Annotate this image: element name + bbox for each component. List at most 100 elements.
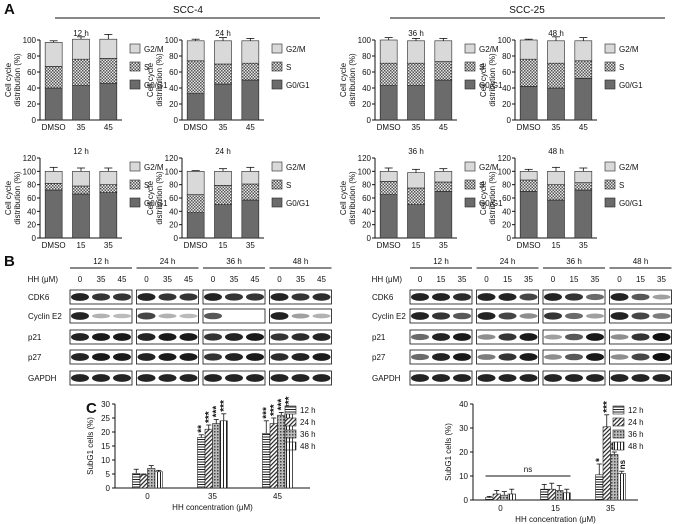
blot-band	[544, 293, 562, 301]
legend-label: S	[144, 63, 149, 72]
y-tick-label: 60	[169, 68, 178, 77]
legend-swatch	[604, 161, 616, 172]
blot-dose-label: 35	[97, 275, 106, 284]
y-axis-label-line: Cell cycle	[339, 180, 348, 215]
subg1-charts: 0 5 10 15 20 25 30 SubG1 cells (%) HH concentrat…	[86, 396, 644, 524]
y-tick-label: 100	[165, 36, 179, 45]
legend-swatch	[284, 441, 297, 451]
panel-label-b: B	[4, 253, 15, 270]
y-tick-label: 40	[362, 84, 371, 93]
y-tick-label: 20	[502, 221, 511, 230]
blot-band	[312, 333, 331, 341]
legend-label: 12 h	[628, 406, 644, 415]
bar-segment-G0G1	[519, 86, 538, 121]
blot-band	[498, 333, 517, 341]
x-tick-label: 45	[439, 123, 448, 132]
blot-band	[291, 353, 310, 361]
y-tick-label: 80	[362, 52, 371, 61]
bar-36h	[212, 423, 221, 489]
bar-48h	[562, 492, 571, 501]
blot-band	[158, 374, 177, 382]
bar-12h	[595, 474, 604, 501]
bar-segment-G2M	[44, 171, 63, 184]
y-axis-label: SubG1 cells (%)	[86, 417, 95, 475]
y-axis-label: Cell cycledistribution (%)	[479, 53, 497, 107]
blot-protein-label: CDK6	[372, 293, 394, 302]
blot-band	[652, 333, 671, 341]
blot-band	[246, 333, 264, 341]
x-tick-label: 15	[552, 241, 561, 250]
legend-swatch	[271, 179, 283, 190]
bar-segment-S	[574, 60, 593, 79]
blot-band	[565, 293, 583, 301]
y-axis-label-line: distribution (%)	[348, 53, 357, 107]
blot-band	[631, 333, 650, 341]
bar-12h	[262, 433, 271, 489]
legend-swatch	[129, 161, 141, 172]
blot-band	[432, 374, 450, 382]
bar-segment-S	[519, 58, 538, 87]
y-tick-label: 0	[174, 234, 179, 243]
blot-band	[477, 354, 496, 360]
chart-title: 48 h	[548, 29, 564, 38]
y-axis-label: Cell cycledistribution (%)	[339, 53, 357, 107]
y-tick-label: 80	[169, 181, 178, 190]
y-tick-label: 0	[32, 116, 37, 125]
y-tick-label: 60	[362, 194, 371, 203]
bar-segment-G2M	[407, 40, 425, 64]
blot-protein-label: p21	[372, 333, 386, 342]
bracket-label: ns	[524, 465, 532, 474]
legend-swatch	[129, 79, 141, 90]
bar-segment-S	[379, 181, 398, 195]
legend-swatch	[464, 61, 476, 72]
legend-swatch	[604, 43, 616, 54]
legend-label: G2/M	[286, 163, 306, 172]
y-axis-label-line: Cell cycle	[479, 180, 488, 215]
blot-band	[137, 293, 156, 301]
bar-segment-G0G1	[186, 212, 205, 239]
blot-band	[137, 374, 156, 382]
bar-segment-S	[214, 63, 232, 85]
bar-segment-G2M	[379, 39, 398, 64]
blot-band	[179, 293, 198, 301]
y-tick-label: 20	[101, 428, 110, 437]
blot-band	[71, 353, 89, 361]
blot-time-label: 48 h	[293, 257, 309, 266]
y-tick-label: 120	[165, 154, 179, 163]
y-axis-label-line: distribution (%)	[13, 171, 22, 225]
blot-band	[453, 333, 471, 341]
blot-time-label: 48 h	[633, 257, 649, 266]
panel-label-a: A	[4, 1, 15, 18]
x-tick-label: 35	[412, 123, 421, 132]
chart-title: 36 h	[408, 29, 424, 38]
y-axis-label-line: Cell cycle	[4, 62, 13, 97]
bar-segment-G2M	[241, 40, 260, 64]
bar-segment-G0G1	[547, 87, 565, 121]
bar-24h	[269, 423, 278, 489]
blot-band	[498, 374, 517, 382]
legend-label: S	[144, 181, 149, 190]
blot-band	[246, 293, 264, 301]
bar-segment-G0G1	[379, 194, 398, 239]
blot-band	[137, 312, 156, 320]
y-tick-label: 0	[32, 234, 37, 243]
y-tick-label: 40	[459, 400, 468, 409]
y-tick-label: 40	[27, 207, 36, 216]
blot-band	[137, 353, 156, 361]
blot-band	[432, 312, 450, 320]
blot-band	[477, 334, 496, 340]
blot-dose-label: 45	[184, 275, 193, 284]
y-tick-label: 60	[169, 194, 178, 203]
legend-swatch	[464, 197, 476, 208]
y-axis-label-line: Cell cycle	[146, 180, 155, 215]
bar-24h	[139, 474, 148, 489]
legend-swatch	[129, 43, 141, 54]
blot-dose-label: 45	[251, 275, 260, 284]
bar-segment-G0G1	[519, 191, 538, 239]
blot-band	[498, 293, 517, 301]
significance-label: ***	[269, 404, 280, 416]
bar-segment-S	[407, 187, 425, 205]
